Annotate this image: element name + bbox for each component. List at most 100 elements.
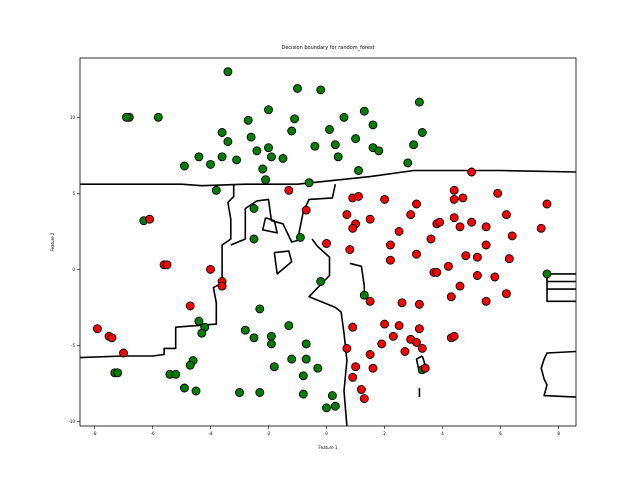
boundary-segment-2	[79, 184, 235, 359]
green-point-40	[211, 185, 221, 195]
green-point-36	[374, 146, 384, 156]
green-point-54	[249, 333, 259, 343]
red-point-31	[536, 223, 546, 233]
x-axis: -8 -6 -4 -2 0 2 4 6 8	[93, 426, 560, 436]
green-point-63	[113, 368, 123, 378]
data-points	[92, 67, 552, 413]
green-point-27	[217, 152, 227, 162]
red-point-17	[348, 223, 358, 233]
green-point-18	[339, 112, 349, 122]
green-point-30	[179, 161, 189, 171]
red-point-49	[185, 301, 195, 311]
red-point-11	[342, 210, 352, 220]
green-point-48	[255, 304, 265, 314]
red-point-48	[217, 281, 227, 291]
green-point-10	[414, 97, 424, 107]
green-point-3	[316, 85, 326, 95]
green-point-41	[304, 178, 314, 188]
green-point-39	[261, 175, 271, 185]
green-point-70	[191, 386, 201, 396]
red-point-80	[420, 363, 430, 373]
green-point-20	[417, 128, 427, 137]
plot-frame	[79, 57, 577, 427]
red-point-8	[301, 205, 311, 215]
red-point-29	[501, 210, 511, 220]
red-point-57	[446, 292, 456, 302]
x-tick-label: 0	[325, 431, 328, 436]
green-point-44	[249, 234, 259, 244]
green-point-56	[284, 321, 294, 331]
red-point-28	[481, 240, 491, 250]
green-point-26	[232, 155, 242, 165]
boundary-segment-3	[230, 184, 337, 246]
red-point-24	[449, 213, 459, 223]
green-point-16	[287, 126, 297, 136]
boundary-segment-4	[308, 238, 348, 427]
y-tick-label: -10	[68, 419, 75, 424]
red-point-50	[92, 324, 102, 334]
green-point-68	[298, 371, 308, 381]
green-point-57	[301, 339, 311, 349]
red-point-23	[435, 217, 445, 227]
red-point-21	[385, 240, 395, 250]
green-point-1	[223, 67, 233, 77]
red-point-77	[359, 394, 369, 404]
green-point-73	[298, 389, 308, 399]
green-point-29	[206, 159, 215, 169]
red-point-45	[162, 260, 172, 270]
green-point-23	[264, 143, 273, 153]
green-point-43	[249, 204, 259, 213]
green-point-69	[179, 383, 189, 393]
green-point-12	[223, 137, 233, 147]
red-point-53	[119, 348, 128, 358]
red-point-73	[351, 362, 361, 372]
green-point-24	[278, 153, 288, 163]
green-point-2	[293, 83, 302, 93]
red-point-18	[345, 245, 355, 255]
x-axis-label: Feature 1	[319, 445, 338, 450]
red-point-63	[380, 319, 390, 329]
green-point-55	[266, 339, 276, 349]
green-point-61	[171, 369, 181, 379]
red-point-42	[490, 272, 500, 282]
green-point-13	[243, 115, 253, 125]
red-point-12	[380, 194, 390, 204]
red-point-32	[426, 234, 436, 244]
red-point-5	[493, 188, 503, 198]
green-point-34	[310, 141, 320, 151]
green-point-32	[330, 140, 340, 150]
green-point-72	[255, 388, 265, 397]
green-point-51	[197, 328, 207, 338]
chart-title: Decision boundary for random_forest	[281, 45, 374, 51]
x-tick-label: -2	[267, 431, 271, 436]
boundary-segment-6	[273, 250, 293, 275]
red-point-34	[412, 249, 421, 259]
red-point-41	[472, 271, 482, 280]
red-point-15	[365, 214, 375, 224]
green-point-65	[301, 354, 311, 364]
red-point-36	[472, 252, 482, 262]
green-point-53	[266, 331, 276, 341]
red-point-35	[461, 251, 471, 261]
green-point-74	[327, 391, 337, 401]
green-point-66	[269, 362, 279, 372]
red-point-46	[206, 264, 215, 274]
y-tick-label: 10	[70, 115, 76, 120]
red-point-56	[414, 299, 424, 309]
red-point-14	[406, 210, 416, 220]
red-point-4	[458, 193, 468, 203]
red-point-54	[365, 296, 375, 306]
red-point-33	[385, 255, 395, 265]
red-point-7	[284, 185, 294, 195]
green-point-75	[322, 403, 331, 413]
green-point-15	[252, 146, 262, 156]
green-point-11	[217, 128, 227, 137]
green-point-78	[542, 269, 552, 279]
green-point-71	[235, 388, 244, 397]
y-tick-label: -5	[71, 343, 75, 348]
green-point-46	[316, 277, 326, 286]
red-point-70	[417, 343, 427, 353]
red-point-52	[107, 333, 117, 343]
